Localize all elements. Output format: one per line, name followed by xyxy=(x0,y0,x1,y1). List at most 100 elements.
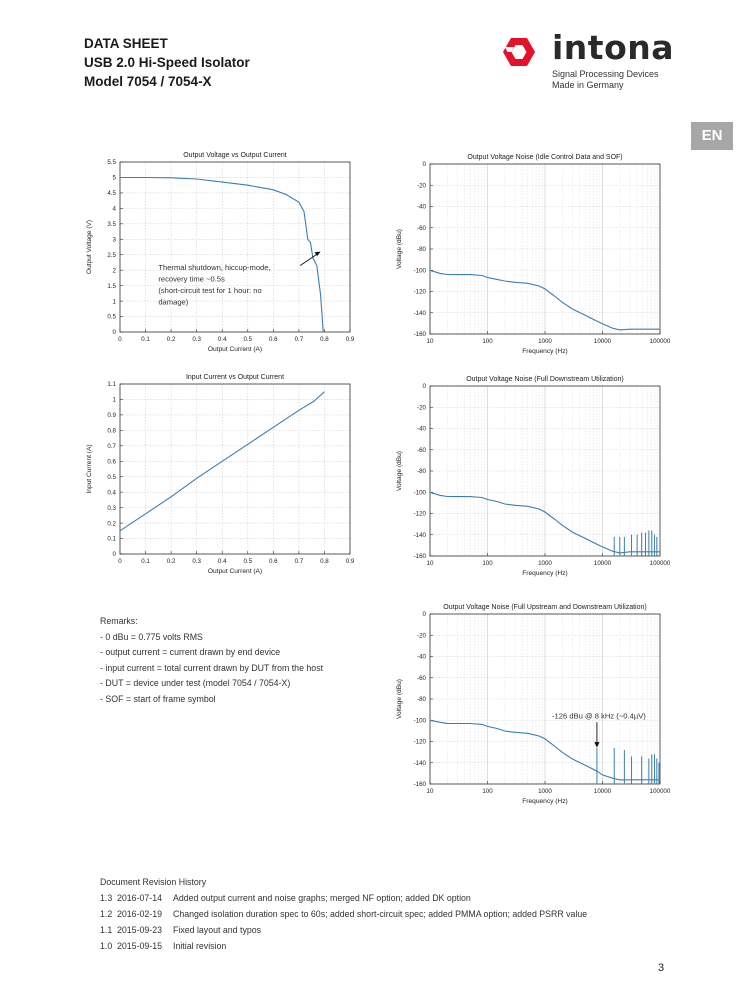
annotation-arrow-line xyxy=(299,252,319,266)
x-tick-label: 0.3 xyxy=(192,558,201,565)
x-tick-label: 10000 xyxy=(594,560,612,567)
y-tick-label: -80 xyxy=(417,696,427,703)
x-tick-label: 10000 xyxy=(594,788,612,795)
y-tick-label: -140 xyxy=(414,310,427,317)
y-tick-label: 4.5 xyxy=(107,190,116,197)
chart-title: Input Current vs Output Current xyxy=(186,374,284,381)
x-tick-label: 0.4 xyxy=(218,558,227,565)
x-tick-label: 0.7 xyxy=(295,336,304,343)
y-tick-label: -140 xyxy=(414,760,427,767)
y-tick-label: 0 xyxy=(423,383,427,390)
y-tick-label: -100 xyxy=(414,267,427,274)
x-tick-label: 1000 xyxy=(538,560,552,567)
annotation-text: -126 dBu @ 8 kHz (~0.4µV) xyxy=(552,711,646,720)
header-line-2: USB 2.0 Hi-Speed Isolator xyxy=(84,55,250,70)
remarks-item: - 0 dBu = 0.775 volts RMS xyxy=(100,631,203,642)
revision-text: Fixed layout and typos xyxy=(173,925,262,935)
revision-version: 1.2 xyxy=(100,909,113,919)
logo-tagline-1: Signal Processing Devices xyxy=(552,69,659,79)
y-tick-label: -120 xyxy=(414,511,427,518)
x-axis-label: Frequency (Hz) xyxy=(522,348,567,355)
revision-version: 1.0 xyxy=(100,941,113,951)
y-tick-label: 4 xyxy=(113,206,117,213)
language-badge[interactable]: EN xyxy=(691,122,733,150)
company-logo: intona Signal Processing Devices Made in… xyxy=(502,28,682,93)
y-tick-label: -60 xyxy=(417,447,427,454)
revision-entry: 1.0 2015-09-15 Initial revision xyxy=(100,938,587,954)
chart-output-voltage-svg: Output Voltage vs Output Current 0 0.1 0.2 0… xyxy=(86,152,355,353)
y-tick-label: -40 xyxy=(417,426,427,433)
y-tick-label: -100 xyxy=(414,489,427,496)
remarks-section: Remarks: - 0 dBu = 0.775 volts RMS - out… xyxy=(100,614,323,708)
x-tick-label: 0.9 xyxy=(346,336,355,343)
chart-noise-updown-svg: Output Voltage Noise (Full Upstream and … xyxy=(396,604,671,805)
y-tick-label: -120 xyxy=(414,289,427,296)
revision-version: 1.1 xyxy=(100,925,113,935)
annotation-text: Thermal shutdown, hiccup-mode, xyxy=(158,263,270,272)
y-tick-label: -160 xyxy=(414,781,427,788)
y-tick-label: -140 xyxy=(414,532,427,539)
y-tick-label: 0.8 xyxy=(107,428,116,435)
logo-tagline: Signal Processing Devices Made in German… xyxy=(552,69,659,91)
remarks-item: - output current = current drawn by end … xyxy=(100,647,281,658)
revision-date: 2015-09-23 xyxy=(117,925,162,935)
chart-title: Output Voltage Noise (Full Upstream and … xyxy=(443,604,646,611)
x-tick-label: 0.6 xyxy=(269,558,278,565)
y-tick-label: 0.3 xyxy=(107,505,116,512)
x-tick-label: 0.7 xyxy=(295,558,304,565)
x-tick-label: 100000 xyxy=(650,560,671,567)
y-tick-label: 1 xyxy=(113,397,117,404)
y-tick-label: 0.4 xyxy=(107,489,116,496)
x-tick-label: 1000 xyxy=(538,338,552,345)
revision-text: Initial revision xyxy=(173,941,227,951)
y-tick-label: 0.5 xyxy=(107,314,116,321)
plot-frame xyxy=(119,383,351,555)
annotation-text: (short-circuit test for 1 hour: no xyxy=(158,286,261,295)
y-tick-label: 1.5 xyxy=(107,283,116,290)
logo-wordmark: intona xyxy=(552,28,675,67)
y-tick-label: -100 xyxy=(414,717,427,724)
remarks-item: - SOF = start of frame symbol xyxy=(100,693,216,704)
x-tick-label: 0.5 xyxy=(243,336,252,343)
x-tick-label: 0.1 xyxy=(141,558,150,565)
remarks-title: Remarks: xyxy=(100,616,138,626)
revision-date: 2016-07-14 xyxy=(117,893,162,903)
y-tick-label: -60 xyxy=(417,675,427,682)
x-tick-label: 10 xyxy=(427,338,434,345)
logo-tagline-2: Made in Germany xyxy=(552,80,624,90)
x-tick-label: 10 xyxy=(427,560,434,567)
y-tick-label: 5 xyxy=(113,175,117,182)
y-axis-label: Input Current (A) xyxy=(86,444,93,493)
y-tick-label: 0.1 xyxy=(107,536,116,543)
y-tick-label: -20 xyxy=(417,632,427,639)
y-tick-label: -60 xyxy=(417,225,427,232)
y-tick-label: -120 xyxy=(414,739,427,746)
chart-noise-upstream-downstream: Output Voltage Noise (Full Upstream and … xyxy=(390,598,680,820)
annotation-text: damage) xyxy=(158,298,188,307)
chart-noise-downstream: Output Voltage Noise (Full Downstream Ut… xyxy=(390,370,680,592)
y-axis-label: Voltage (dBu) xyxy=(396,679,403,719)
y-axis-label: Output Voltage (V) xyxy=(86,220,93,274)
x-tick-label: 0.5 xyxy=(243,558,252,565)
chart-input-current-svg: Input Current vs Output Current 0 0.1 0.2 0.… xyxy=(86,374,355,575)
revision-version: 1.3 xyxy=(100,893,113,903)
y-tick-label: -160 xyxy=(414,553,427,560)
x-tick-label: 0.4 xyxy=(218,336,227,343)
revision-text: Changed isolation duration spec to 60s; … xyxy=(173,909,588,919)
y-tick-label: 1.1 xyxy=(107,381,116,388)
revision-history: Document Revision History 1.3 2016-07-14 A… xyxy=(100,874,587,954)
y-tick-label: 0.2 xyxy=(107,520,116,527)
annotation-arrowhead xyxy=(594,742,600,748)
x-tick-label: 0 xyxy=(118,558,122,565)
y-tick-label: -40 xyxy=(417,654,427,661)
x-tick-label: 1000 xyxy=(538,788,552,795)
header-line-1: DATA SHEET xyxy=(84,36,168,51)
chart-noise-idle-svg: Output Voltage Noise (Idle Control Data … xyxy=(396,154,671,355)
revision-date: 2016-02-19 xyxy=(117,909,162,919)
annotation-arrowhead xyxy=(314,251,321,257)
y-axis-label: Voltage (dBu) xyxy=(396,229,403,269)
x-tick-label: 0 xyxy=(118,336,122,343)
remarks-item: - input current = total current drawn by… xyxy=(100,662,324,673)
revision-date: 2015-09-15 xyxy=(117,941,162,951)
y-tick-label: 2.5 xyxy=(107,252,116,259)
